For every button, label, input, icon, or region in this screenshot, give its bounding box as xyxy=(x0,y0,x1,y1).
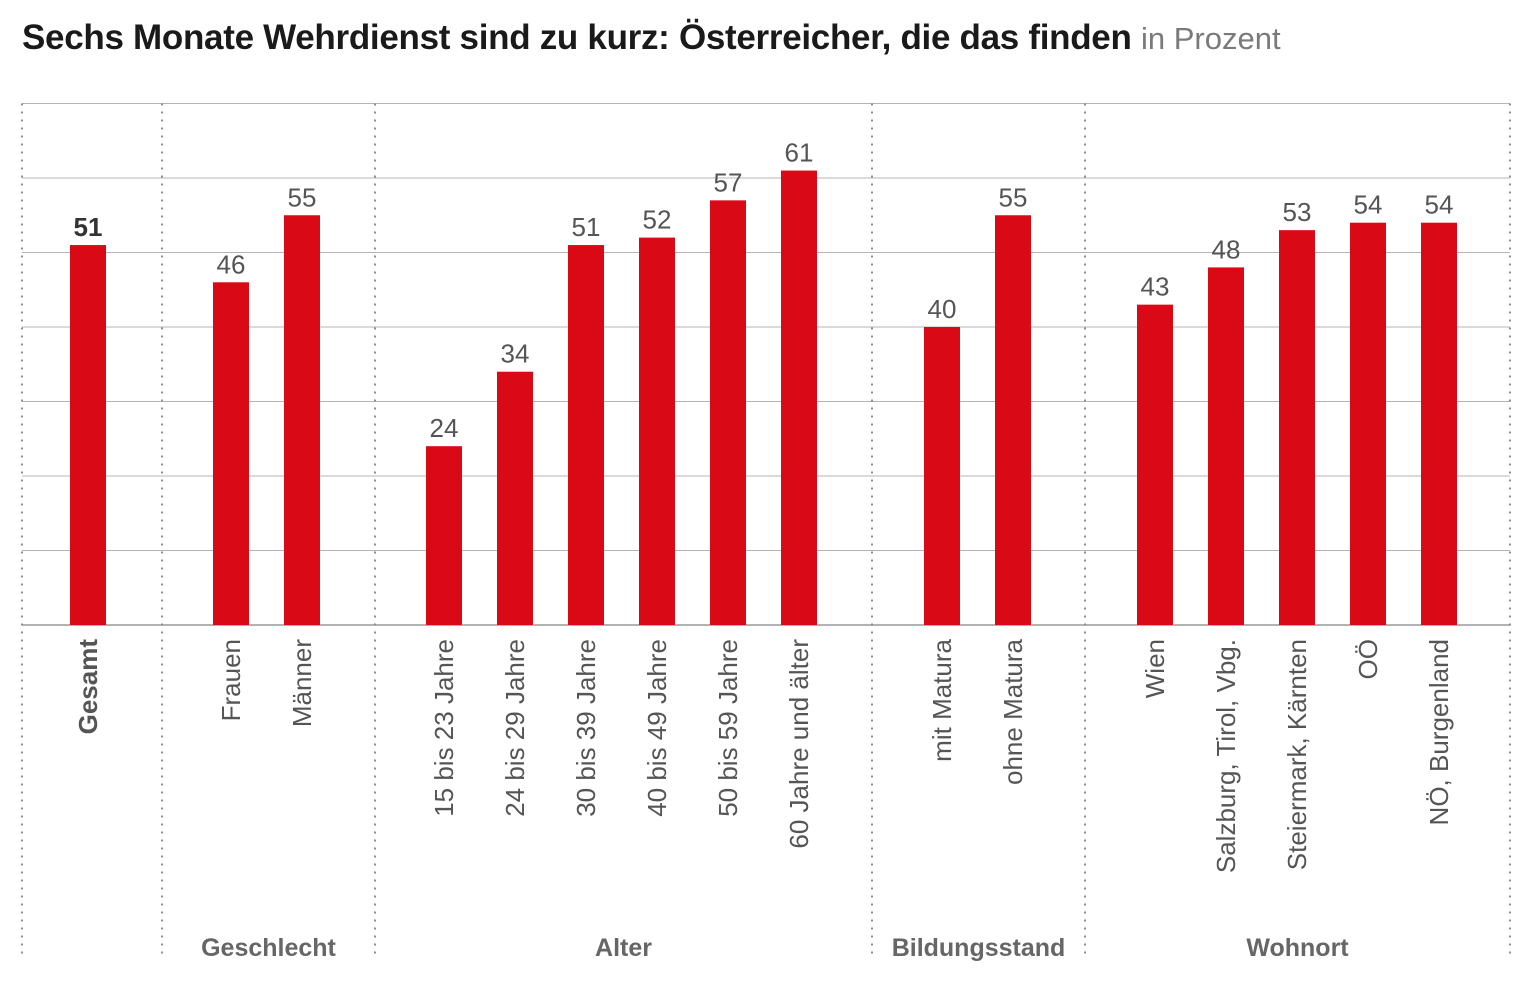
bar xyxy=(70,245,106,626)
value-label: 51 xyxy=(572,212,601,242)
category-label: Gesamt xyxy=(73,639,103,735)
value-label: 34 xyxy=(501,339,530,369)
bar xyxy=(1350,222,1386,625)
category-label: OÖ xyxy=(1353,639,1383,679)
chart-title-text: Sechs Monate Wehrdienst sind zu kurz: Ös… xyxy=(22,18,1132,57)
bar xyxy=(1279,230,1315,625)
category-label: 50 bis 59 Jahre xyxy=(713,639,743,817)
value-label: 53 xyxy=(1283,197,1312,227)
value-label: 40 xyxy=(928,294,957,324)
value-label: 55 xyxy=(999,182,1028,212)
group-label: Geschlecht xyxy=(201,934,336,962)
value-label: 43 xyxy=(1141,272,1170,302)
group-separators xyxy=(21,103,1511,958)
bars xyxy=(70,170,1457,626)
category-label: Steiermark, Kärnten xyxy=(1282,639,1312,870)
bar xyxy=(1137,304,1173,625)
value-label: 54 xyxy=(1354,190,1383,220)
value-label: 51 xyxy=(74,212,103,242)
bar xyxy=(426,446,462,625)
value-label: 54 xyxy=(1425,190,1454,220)
bar xyxy=(924,327,960,625)
category-label: Wien xyxy=(1140,639,1170,698)
category-label: 40 bis 49 Jahre xyxy=(642,639,672,817)
category-label: 15 bis 23 Jahre xyxy=(429,639,459,817)
group-label: Alter xyxy=(595,934,652,962)
value-label: 55 xyxy=(288,182,317,212)
value-label: 57 xyxy=(714,167,743,197)
category-label: NÖ, Burgenland xyxy=(1424,639,1454,825)
category-label: Salzburg, Tirol, Vbg. xyxy=(1211,639,1241,873)
value-label: 46 xyxy=(217,249,246,279)
bar xyxy=(639,237,675,625)
category-label: ohne Matura xyxy=(998,638,1028,785)
bar xyxy=(995,215,1031,625)
category-label: Männer xyxy=(287,639,317,727)
bar xyxy=(1208,267,1244,625)
bar xyxy=(710,200,746,625)
bar xyxy=(1421,222,1457,625)
value-label: 61 xyxy=(785,138,814,168)
bar xyxy=(284,215,320,625)
category-label: mit Matura xyxy=(927,638,957,761)
value-label: 48 xyxy=(1212,234,1241,264)
chart-title: Sechs Monate Wehrdienst sind zu kurz: Ös… xyxy=(22,18,1281,58)
bar xyxy=(568,245,604,626)
category-label: 24 bis 29 Jahre xyxy=(500,639,530,817)
gridlines xyxy=(22,103,1510,626)
value-label: 52 xyxy=(643,205,672,235)
value-label: 24 xyxy=(430,413,459,443)
group-label: Wohnort xyxy=(1246,934,1349,962)
category-label: Frauen xyxy=(216,639,246,721)
bar xyxy=(213,282,249,625)
labels: 51 Gesamt 46 Frauen 55 Männer Geschlecht 24 15 b… xyxy=(73,138,1454,962)
chart-subtitle: in Prozent xyxy=(1141,21,1281,56)
group-label: Bildungsstand xyxy=(892,934,1066,962)
bar xyxy=(781,170,817,626)
category-label: 30 bis 39 Jahre xyxy=(571,639,601,817)
bar xyxy=(497,371,533,625)
category-label: 60 Jahre und älter xyxy=(784,639,814,849)
